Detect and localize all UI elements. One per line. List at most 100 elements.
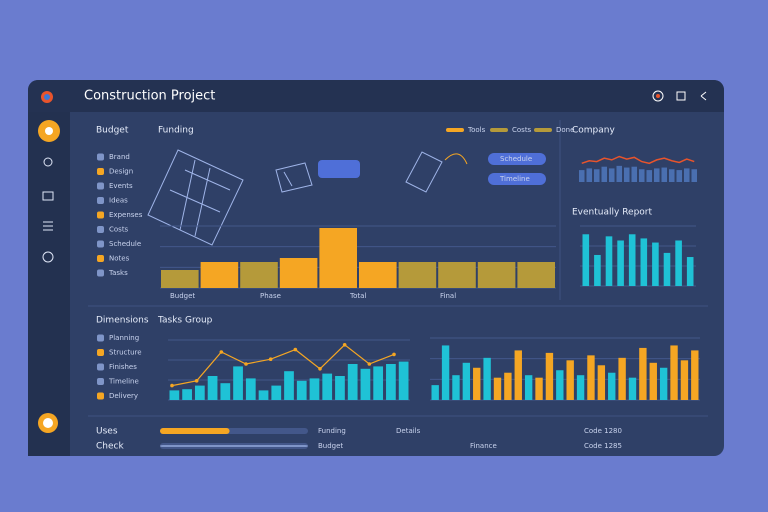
bar [373, 366, 384, 400]
list-item[interactable]: Notes [109, 255, 130, 263]
footer-label: Uses [96, 427, 118, 437]
bar [182, 389, 192, 400]
list-item[interactable]: Timeline [108, 378, 139, 386]
point [244, 362, 248, 366]
bar [618, 357, 626, 400]
progress-fill [160, 428, 230, 434]
bar [659, 367, 668, 400]
list-item[interactable]: Ideas [109, 197, 128, 205]
bar [597, 365, 606, 400]
footer-item[interactable]: Code 1280 [584, 427, 622, 435]
bar [566, 360, 574, 400]
bar [556, 370, 564, 400]
bar [582, 234, 590, 286]
bar [359, 262, 397, 288]
bar [194, 385, 205, 400]
legend-swatch [534, 128, 552, 132]
point [268, 357, 273, 362]
bar [477, 262, 516, 288]
list-item[interactable]: Schedule [109, 240, 141, 248]
list-item[interactable]: Finishes [109, 363, 137, 371]
bar [670, 345, 678, 400]
bar [431, 385, 439, 400]
bar [587, 355, 595, 400]
point [293, 347, 298, 352]
list-bullet [97, 255, 104, 262]
list-item[interactable]: Brand [109, 153, 130, 161]
bar [586, 168, 592, 182]
bar [245, 378, 256, 400]
bar [335, 376, 345, 400]
bar [296, 380, 307, 400]
point [392, 352, 396, 357]
button-label[interactable]: Timeline [499, 175, 530, 183]
share-button[interactable] [700, 91, 707, 101]
point [367, 362, 372, 366]
list-bullet [97, 269, 104, 277]
bar [258, 390, 269, 400]
bar [347, 364, 358, 400]
home-button[interactable] [676, 91, 686, 101]
list-bullet [97, 226, 104, 233]
panel-title: Tasks Group [157, 316, 213, 326]
bar [169, 390, 180, 400]
sidebar [28, 112, 70, 456]
list-item[interactable]: Costs [109, 226, 129, 234]
list-item[interactable]: Design [109, 168, 133, 176]
bar [386, 364, 396, 400]
list-item[interactable]: Structure [109, 349, 142, 357]
bar [322, 373, 333, 400]
bar [319, 228, 357, 288]
footer-item[interactable]: Details [396, 427, 421, 435]
bar [240, 262, 278, 288]
button[interactable] [488, 153, 546, 165]
list-item[interactable]: Tasks [108, 269, 128, 277]
bar [669, 169, 675, 182]
list-item[interactable]: Expenses [109, 211, 143, 219]
footer-item[interactable]: Code 1285 [584, 442, 622, 450]
bar [639, 169, 645, 182]
bar [576, 375, 585, 400]
bar [628, 234, 636, 286]
bar [452, 375, 460, 400]
footer-label: Check [96, 442, 124, 452]
axis-label: Budget [170, 292, 195, 300]
footer-item[interactable]: Funding [318, 427, 346, 435]
bar [675, 240, 682, 286]
line [581, 155, 695, 165]
bar [233, 366, 243, 400]
bar [676, 170, 682, 182]
list-bullet [97, 197, 104, 204]
bar [438, 262, 476, 288]
bar [609, 168, 615, 182]
footer-item[interactable]: Budget [318, 442, 343, 450]
blueprint [147, 149, 468, 246]
list-bullet [97, 168, 104, 175]
list-icon[interactable] [43, 221, 53, 231]
button[interactable] [488, 173, 546, 185]
bar [579, 170, 585, 182]
list-bullet [97, 182, 104, 190]
list-bullet [97, 334, 104, 342]
button-label[interactable]: Schedule [500, 155, 532, 163]
bar [398, 361, 409, 400]
settings-icon[interactable] [42, 251, 54, 263]
legend-label: Costs [512, 126, 532, 134]
folder-icon[interactable] [42, 191, 54, 201]
bar [504, 372, 512, 400]
app-title: Construction Project [84, 89, 215, 104]
axis-label: Final [440, 292, 456, 300]
list-item[interactable]: Planning [109, 334, 139, 342]
bar [483, 357, 491, 400]
record-button[interactable] [652, 90, 664, 102]
bar [535, 377, 543, 400]
bar [649, 362, 657, 400]
list-item[interactable]: Events [109, 182, 133, 190]
bar [279, 258, 318, 288]
bar [517, 262, 555, 288]
search-icon[interactable] [43, 157, 53, 167]
footer-item[interactable]: Finance [470, 442, 497, 450]
panel-title: Budget [96, 126, 129, 136]
axis-label: Total [349, 292, 366, 300]
list-item[interactable]: Delivery [109, 392, 138, 400]
